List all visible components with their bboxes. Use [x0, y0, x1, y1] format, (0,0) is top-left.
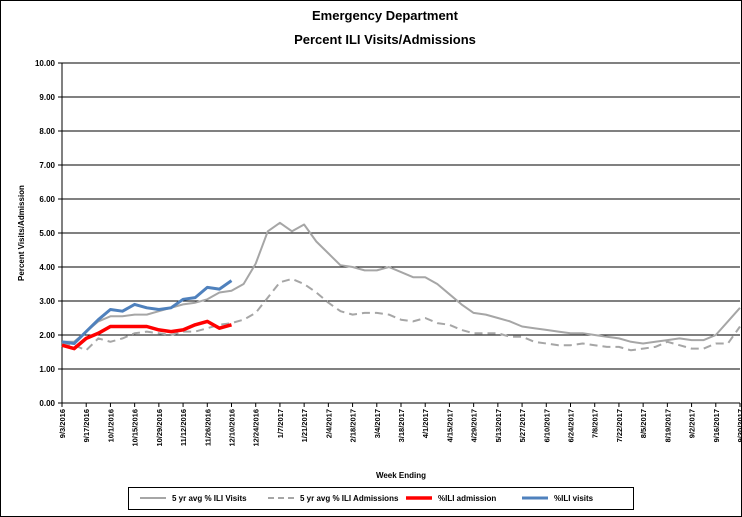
x-tick-label: 10/29/2016	[155, 409, 164, 447]
x-tick-label: 1/21/2017	[300, 409, 309, 442]
x-tick-label: 9/2/2017	[688, 409, 697, 438]
x-tick-label: 2/4/2017	[324, 409, 333, 438]
series-line	[61, 279, 233, 345]
chart-subtitle: Percent ILI Visits/Admissions	[294, 32, 476, 47]
y-tick-label: 4.00	[39, 263, 55, 272]
x-tick-label: 12/24/2016	[252, 409, 261, 447]
x-tick-label: 7/8/2017	[591, 409, 600, 438]
series-line	[61, 277, 741, 352]
legend-label: 5 yr avg % ILI Admissions	[300, 494, 399, 503]
y-tick-label: 5.00	[39, 229, 55, 238]
x-tick-label: 3/4/2017	[373, 409, 382, 438]
y-tick-label: 10.00	[35, 59, 56, 68]
legend-label: %ILI admission	[438, 494, 496, 503]
x-tick-label: 8/19/2017	[663, 409, 672, 442]
x-axis-title: Week Ending	[376, 471, 426, 480]
x-tick-label: 10/1/2016	[106, 409, 115, 442]
legend	[128, 487, 634, 510]
legend-label: 5 yr avg % ILI Visits	[172, 494, 247, 503]
x-tick-label: 1/7/2017	[276, 409, 285, 438]
x-tick-label: 4/1/2017	[421, 409, 430, 438]
x-tick-label: 9/17/2016	[82, 409, 91, 442]
y-tick-label: 9.00	[39, 93, 55, 102]
x-tick-label: 4/29/2017	[470, 409, 479, 442]
y-tick-label: 2.00	[39, 331, 55, 340]
x-tick-label: 5/27/2017	[518, 409, 527, 442]
y-tick-label: 6.00	[39, 195, 55, 204]
x-tick-label: 2/18/2017	[349, 409, 358, 442]
x-tick-label: 10/15/2016	[131, 409, 140, 447]
y-tick-label: 8.00	[39, 127, 55, 136]
x-tick-label: 5/13/2017	[494, 409, 503, 442]
y-axis-title: Percent Visits/Admission	[17, 185, 26, 281]
y-tick-label: 7.00	[39, 161, 55, 170]
x-tick-label: 11/12/2016	[179, 409, 188, 446]
x-tick-label: 3/18/2017	[397, 409, 406, 442]
x-tick-label: 11/26/2016	[203, 409, 212, 446]
x-tick-label: 6/24/2017	[567, 409, 576, 442]
y-tick-label: 0.00	[39, 399, 55, 408]
x-tick-label: 12/10/2016	[228, 409, 237, 447]
series-line	[61, 319, 232, 351]
x-tick-label: 9/30/2017	[736, 409, 742, 442]
x-tick-label: 4/15/2017	[445, 409, 454, 442]
x-tick-label: 7/22/2017	[615, 409, 624, 442]
y-tick-label: 3.00	[39, 297, 55, 306]
x-tick-label: 6/10/2017	[542, 409, 551, 442]
legend-label: %ILI visits	[554, 494, 594, 503]
x-tick-label: 8/5/2017	[639, 409, 648, 438]
x-tick-label: 9/3/2016	[58, 409, 67, 438]
chart-title: Emergency Department	[312, 8, 459, 23]
x-tick-label: 9/16/2017	[712, 409, 721, 442]
y-tick-label: 1.00	[39, 365, 55, 374]
